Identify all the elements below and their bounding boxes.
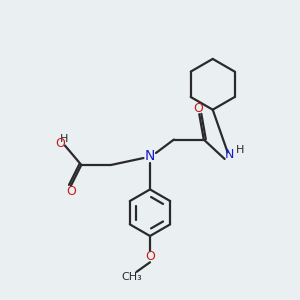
Text: N: N bbox=[225, 148, 234, 161]
Text: N: N bbox=[145, 149, 155, 163]
Text: O: O bbox=[66, 185, 76, 198]
Text: O: O bbox=[145, 250, 155, 263]
Text: O: O bbox=[194, 102, 203, 115]
Text: CH₃: CH₃ bbox=[122, 272, 142, 282]
Text: H: H bbox=[236, 145, 244, 155]
Text: O: O bbox=[55, 137, 65, 150]
Text: H: H bbox=[60, 134, 68, 144]
